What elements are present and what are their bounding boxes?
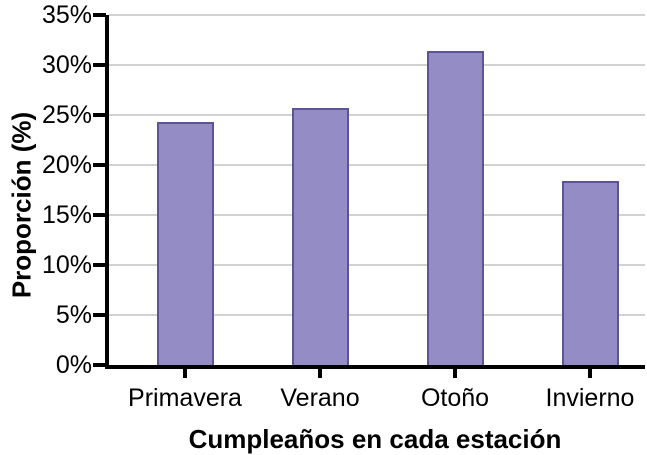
y-tick-label-30: 30% <box>41 51 92 79</box>
y-tick-10 <box>93 263 106 267</box>
y-tick-label-10: 10% <box>41 251 92 279</box>
bar-primavera <box>157 122 214 365</box>
bar-invierno <box>562 181 619 365</box>
y-tick-label-5: 5% <box>55 301 92 329</box>
x-tick-label-verano: Verano <box>280 384 360 412</box>
x-tick-label-invierno: Invierno <box>545 384 635 412</box>
y-tick-label-35: 35% <box>41 1 92 29</box>
gridline-5 <box>109 314 645 316</box>
gridline-25 <box>109 114 645 116</box>
y-tick-label-20: 20% <box>41 151 92 179</box>
bar-otoño <box>427 51 484 365</box>
y-tick-15 <box>93 213 106 217</box>
y-tick-25 <box>93 113 106 117</box>
y-tick-30 <box>93 63 106 67</box>
x-tick-verano <box>318 369 322 378</box>
x-tick-otoño <box>453 369 457 378</box>
gridline-20 <box>109 164 645 166</box>
plot-area <box>105 14 645 369</box>
y-tick-label-15: 15% <box>41 201 92 229</box>
y-tick-5 <box>93 313 106 317</box>
y-tick-label-0: 0% <box>55 351 92 379</box>
y-tick-20 <box>93 163 106 167</box>
gridline-10 <box>109 264 645 266</box>
x-axis-title: Cumpleaños en cada estación <box>188 424 562 454</box>
y-tick-0 <box>93 363 106 367</box>
bar-verano <box>292 108 349 365</box>
gridline-15 <box>109 214 645 216</box>
y-tick-35 <box>93 13 106 17</box>
x-tick-primavera <box>183 369 187 378</box>
gridline-35 <box>109 14 645 16</box>
y-tick-label-25: 25% <box>41 101 92 129</box>
gridline-30 <box>109 64 645 66</box>
x-tick-invierno <box>588 369 592 378</box>
x-tick-label-primavera: Primavera <box>128 384 242 412</box>
x-tick-label-otoño: Otoño <box>420 384 490 412</box>
